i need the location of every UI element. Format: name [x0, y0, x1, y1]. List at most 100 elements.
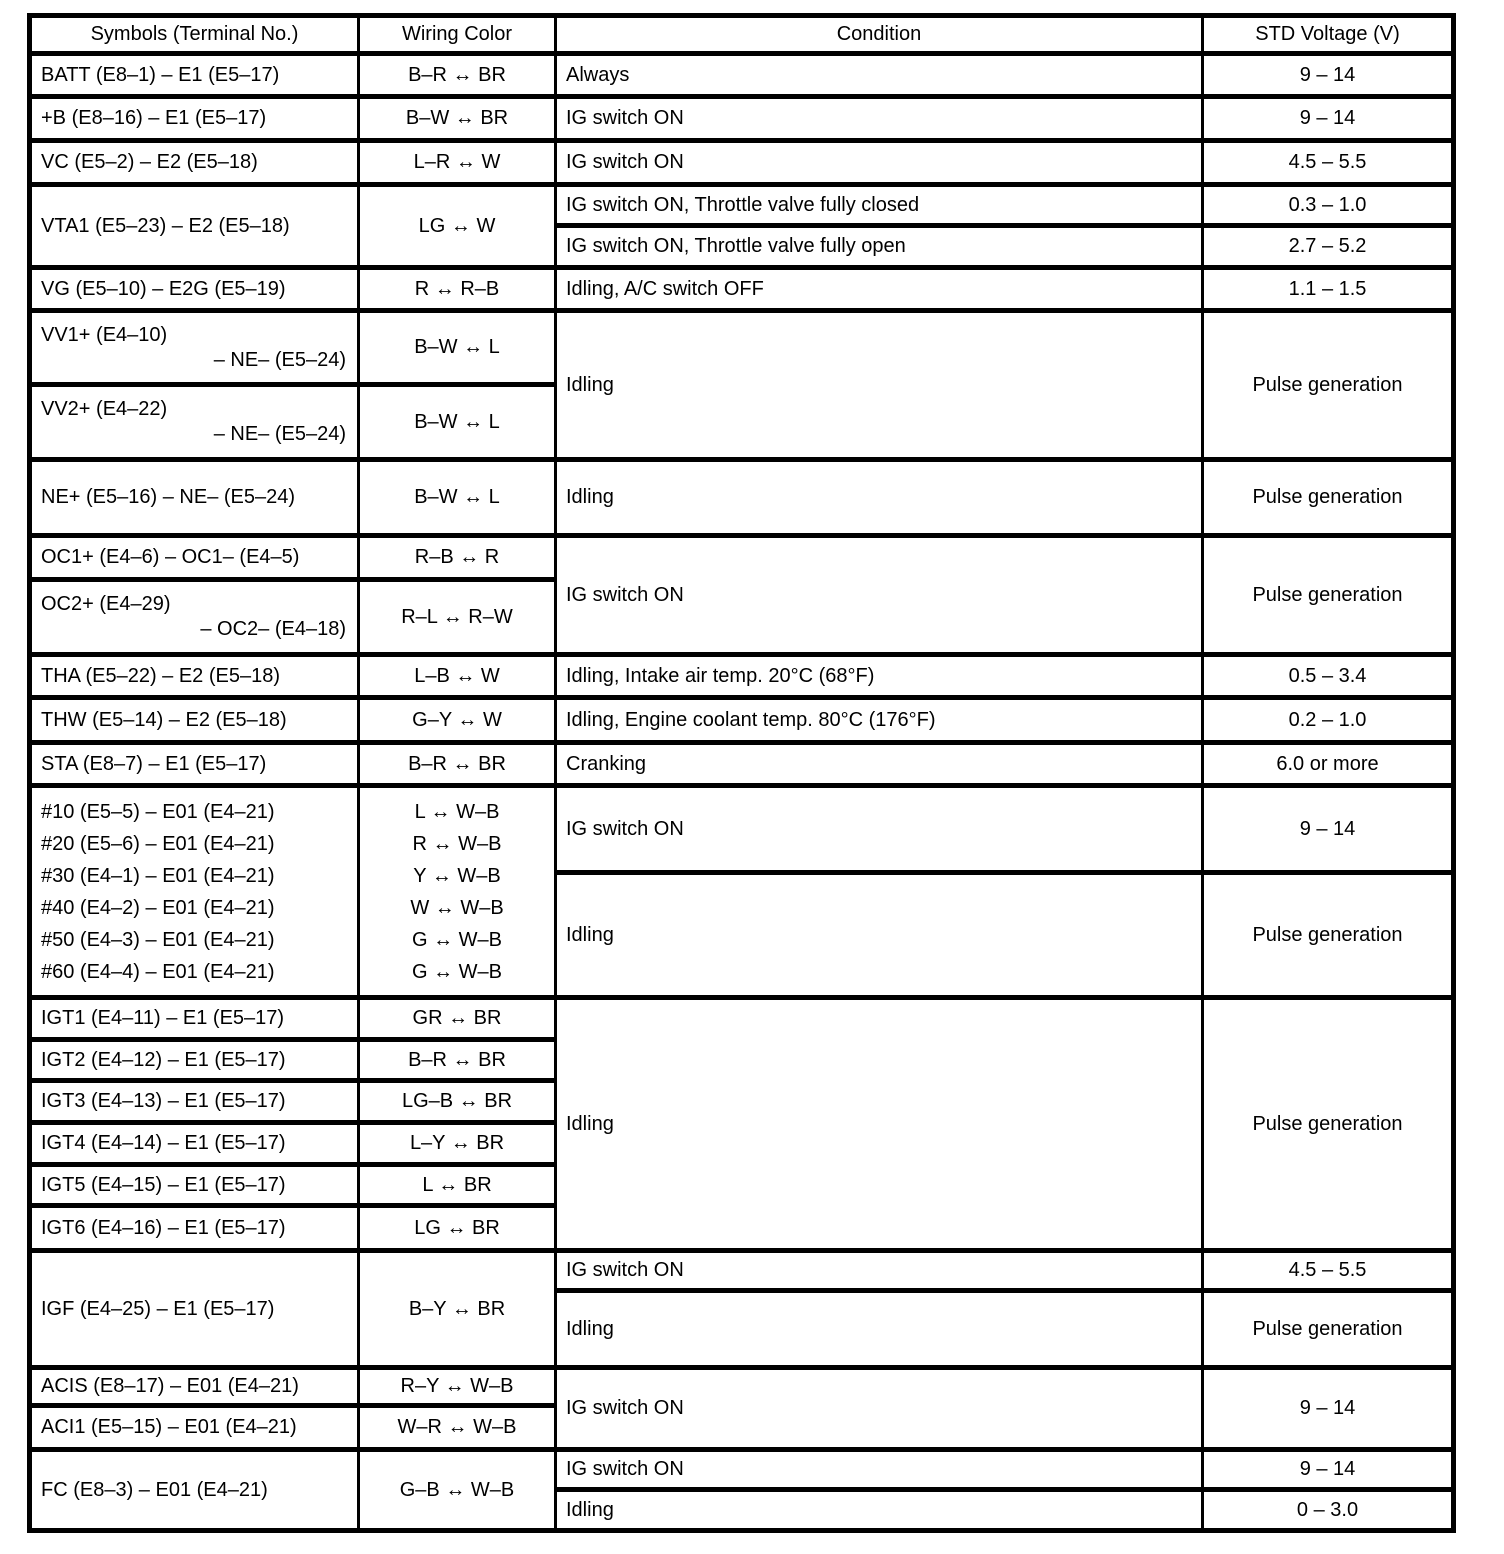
- table-row-batt: BATT (E8–1) – E1 (E5–17) B–R ↔ BR Always…: [28, 51, 1455, 99]
- cell-thw-wiring: G–Y ↔ W: [357, 695, 557, 745]
- cell-vg-voltage: 1.1 – 1.5: [1201, 265, 1455, 313]
- cell-igt3-wiring: LG–B ↔ BR: [357, 1078, 557, 1125]
- cell-igt4-symbol: IGT4 (E4–14) – E1 (E5–17): [28, 1120, 360, 1167]
- table-row-vta1-closed: VTA1 (E5–23) – E2 (E5–18) LG ↔ W IG swit…: [28, 182, 1455, 270]
- cell-sta-condition: Cranking: [554, 740, 1204, 788]
- table-row-injectors-ig: #10 (E5–5) – E01 (E4–21) #20 (E5–6) – E0…: [28, 783, 1455, 1000]
- wiring-line: L ↔ W–B: [414, 800, 500, 823]
- table-row-ne: NE+ (E5–16) – NE– (E5–24) B–W ↔ L Idling…: [28, 457, 1455, 538]
- cell-vta1-condition-open: IG switch ON, Throttle valve fully open: [554, 223, 1204, 270]
- header-condition: Condition: [554, 13, 1204, 56]
- table-row-fc-ig: FC (E8–3) – E01 (E4–21) G–B ↔ W–B IG swi…: [28, 1447, 1455, 1533]
- wiring-line: R ↔ W–B: [412, 832, 502, 855]
- cell-fc-condition-ig: IG switch ON: [554, 1447, 1204, 1492]
- cell-vta1-voltage-closed: 0.3 – 1.0: [1201, 182, 1455, 228]
- cell-vc-wiring: L–R ↔ W: [357, 138, 557, 187]
- cell-fc-voltage-idling: 0 – 3.0: [1201, 1487, 1455, 1533]
- table-row-vc: VC (E5–2) – E2 (E5–18) L–R ↔ W IG switch…: [28, 138, 1455, 187]
- cell-tha-wiring: L–B ↔ W: [357, 652, 557, 700]
- cell-injectors-condition-idling: Idling: [554, 870, 1204, 1000]
- symbol-line2: – OC2– (E4–18): [200, 618, 346, 640]
- symbol-line: #20 (E5–6) – E01 (E4–21): [41, 832, 275, 855]
- cell-vg-symbol: VG (E5–10) – E2G (E5–19): [28, 265, 360, 313]
- table-row-igt2: IGT2 (E4–12) – E1 (E5–17) B–R ↔ BR: [28, 1037, 1454, 1083]
- cell-igf-condition-ig: IG switch ON: [554, 1248, 1204, 1293]
- cell-sta-symbol: STA (E8–7) – E1 (E5–17): [28, 740, 360, 788]
- cell-injectors-wirings: L ↔ W–B R ↔ W–B Y ↔ W–B W ↔ W–B G ↔ W–B …: [357, 783, 557, 1000]
- table-row-sta: STA (E8–7) – E1 (E5–17) B–R ↔ BR Crankin…: [28, 740, 1455, 788]
- cell-vv2-symbol: VV2+ (E4–22) – NE– (E5–24): [28, 382, 360, 462]
- table-row-igt1: IGT1 (E4–11) – E1 (E5–17) GR ↔ BR Idling…: [28, 995, 1455, 1253]
- cell-vta1-wiring: LG ↔ W: [357, 182, 557, 270]
- cell-igt-condition: Idling: [554, 995, 1204, 1253]
- table-row-aci1: ACI1 (E5–15) – E01 (E4–21) W–R ↔ W–B: [28, 1403, 1454, 1452]
- table-row-injectors-idling: Idling Pulse generation: [30, 870, 1455, 1000]
- cell-igt5-wiring: L ↔ BR: [357, 1162, 557, 1208]
- cell-ne-voltage: Pulse generation: [1201, 457, 1455, 538]
- wiring-line: Y ↔ W–B: [413, 864, 501, 887]
- cell-tha-symbol: THA (E5–22) – E2 (E5–18): [28, 652, 360, 700]
- cell-vv2-wiring: B–W ↔ L: [357, 382, 557, 462]
- cell-batt-voltage: 9 – 14: [1201, 51, 1455, 99]
- symbol-line: #60 (E4–4) – E01 (E4–21): [41, 960, 275, 983]
- cell-plus-b-wiring: B–W ↔ BR: [357, 94, 557, 143]
- table-row-igf-ig: IGF (E4–25) – E1 (E5–17) B–Y ↔ BR IG swi…: [28, 1248, 1455, 1370]
- table-row-thw: THW (E5–14) – E2 (E5–18) G–Y ↔ W Idling,…: [28, 695, 1455, 745]
- symbol-line: #50 (E4–3) – E01 (E4–21): [41, 928, 275, 951]
- symbol-line: #30 (E4–1) – E01 (E4–21): [41, 864, 275, 887]
- cell-sta-voltage: 6.0 or more: [1201, 740, 1455, 788]
- cell-thw-condition: Idling, Engine coolant temp. 80°C (176°F…: [554, 695, 1204, 745]
- cell-batt-symbol: BATT (E8–1) – E1 (E5–17): [28, 51, 360, 99]
- table-row-oc2: OC2+ (E4–29) – OC2– (E4–18) R–L ↔ R–W: [28, 577, 1454, 657]
- cell-fc-voltage-ig: 9 – 14: [1201, 1447, 1455, 1492]
- cell-aci1-wiring: W–R ↔ W–B: [357, 1403, 557, 1452]
- cell-batt-wiring: B–R ↔ BR: [357, 51, 557, 99]
- cell-vc-symbol: VC (E5–2) – E2 (E5–18): [28, 138, 360, 187]
- symbol-line1: VV2+ (E4–22): [41, 398, 168, 420]
- table-row-vg: VG (E5–10) – E2G (E5–19) R ↔ R–B Idling,…: [28, 265, 1455, 313]
- cell-tha-condition: Idling, Intake air temp. 20°C (68°F): [554, 652, 1204, 700]
- cell-igt5-symbol: IGT5 (E4–15) – E1 (E5–17): [28, 1162, 360, 1208]
- cell-igf-wiring: B–Y ↔ BR: [357, 1248, 557, 1370]
- cell-oc2-wiring: R–L ↔ R–W: [357, 577, 557, 657]
- table-row-vv1: VV1+ (E4–10) – NE– (E5–24) B–W ↔ L Idlin…: [28, 308, 1455, 462]
- table-row-igt5: IGT5 (E4–15) – E1 (E5–17) L ↔ BR: [28, 1162, 1454, 1208]
- cell-igt2-symbol: IGT2 (E4–12) – E1 (E5–17): [28, 1037, 360, 1083]
- cell-injectors-symbols: #10 (E5–5) – E01 (E4–21) #20 (E5–6) – E0…: [28, 783, 360, 1000]
- table-row-plus-b: +B (E8–16) – E1 (E5–17) B–W ↔ BR IG swit…: [28, 94, 1455, 143]
- symbol-line1: VV1+ (E4–10): [41, 323, 168, 346]
- cell-vc-condition: IG switch ON: [554, 138, 1204, 187]
- table-row-acis: ACIS (E8–17) – E01 (E4–21) R–Y ↔ W–B IG …: [28, 1365, 1455, 1452]
- table-header-row: Symbols (Terminal No.) Wiring Color Cond…: [28, 13, 1455, 56]
- table-row-igf-idling: Idling Pulse generation: [30, 1288, 1455, 1370]
- cell-aci-voltage: 9 – 14: [1201, 1365, 1455, 1452]
- cell-vg-wiring: R ↔ R–B: [357, 265, 557, 313]
- symbol-line: #40 (E4–2) – E01 (E4–21): [41, 896, 275, 919]
- cell-igt-voltage: Pulse generation: [1201, 995, 1455, 1253]
- table-row-fc-idling: Idling 0 – 3.0: [30, 1487, 1455, 1533]
- table-row-igt3: IGT3 (E4–13) – E1 (E5–17) LG–B ↔ BR: [28, 1078, 1454, 1125]
- cell-ne-wiring: B–W ↔ L: [357, 457, 557, 538]
- cell-vv-condition: Idling: [554, 308, 1204, 462]
- table-row-igt4: IGT4 (E4–14) – E1 (E5–17) L–Y ↔ BR: [28, 1120, 1454, 1167]
- cell-igf-symbol: IGF (E4–25) – E1 (E5–17): [28, 1248, 360, 1370]
- cell-oc-condition: IG switch ON: [554, 533, 1204, 657]
- cell-igt6-symbol: IGT6 (E4–16) – E1 (E5–17): [28, 1203, 360, 1253]
- cell-tha-voltage: 0.5 – 3.4: [1201, 652, 1455, 700]
- cell-acis-symbol: ACIS (E8–17) – E01 (E4–21): [28, 1365, 360, 1408]
- cell-thw-voltage: 0.2 – 1.0: [1201, 695, 1455, 745]
- cell-vc-voltage: 4.5 – 5.5: [1201, 138, 1455, 187]
- cell-oc2-symbol: OC2+ (E4–29) – OC2– (E4–18): [28, 577, 360, 657]
- cell-acis-wiring: R–Y ↔ W–B: [357, 1365, 557, 1408]
- symbol-line2: – NE– (E5–24): [213, 423, 346, 445]
- cell-aci-condition: IG switch ON: [554, 1365, 1204, 1452]
- cell-plus-b-voltage: 9 – 14: [1201, 94, 1455, 143]
- table-row-igt6: IGT6 (E4–16) – E1 (E5–17) LG ↔ BR: [28, 1203, 1454, 1253]
- terminal-voltage-table: Symbols (Terminal No.) Wiring Color Cond…: [27, 13, 1456, 1533]
- cell-sta-wiring: B–R ↔ BR: [357, 740, 557, 788]
- cell-oc1-wiring: R–B ↔ R: [357, 533, 557, 582]
- cell-igt3-symbol: IGT3 (E4–13) – E1 (E5–17): [28, 1078, 360, 1125]
- symbol-line: #10 (E5–5) – E01 (E4–21): [41, 800, 275, 823]
- cell-fc-condition-idling: Idling: [554, 1487, 1204, 1533]
